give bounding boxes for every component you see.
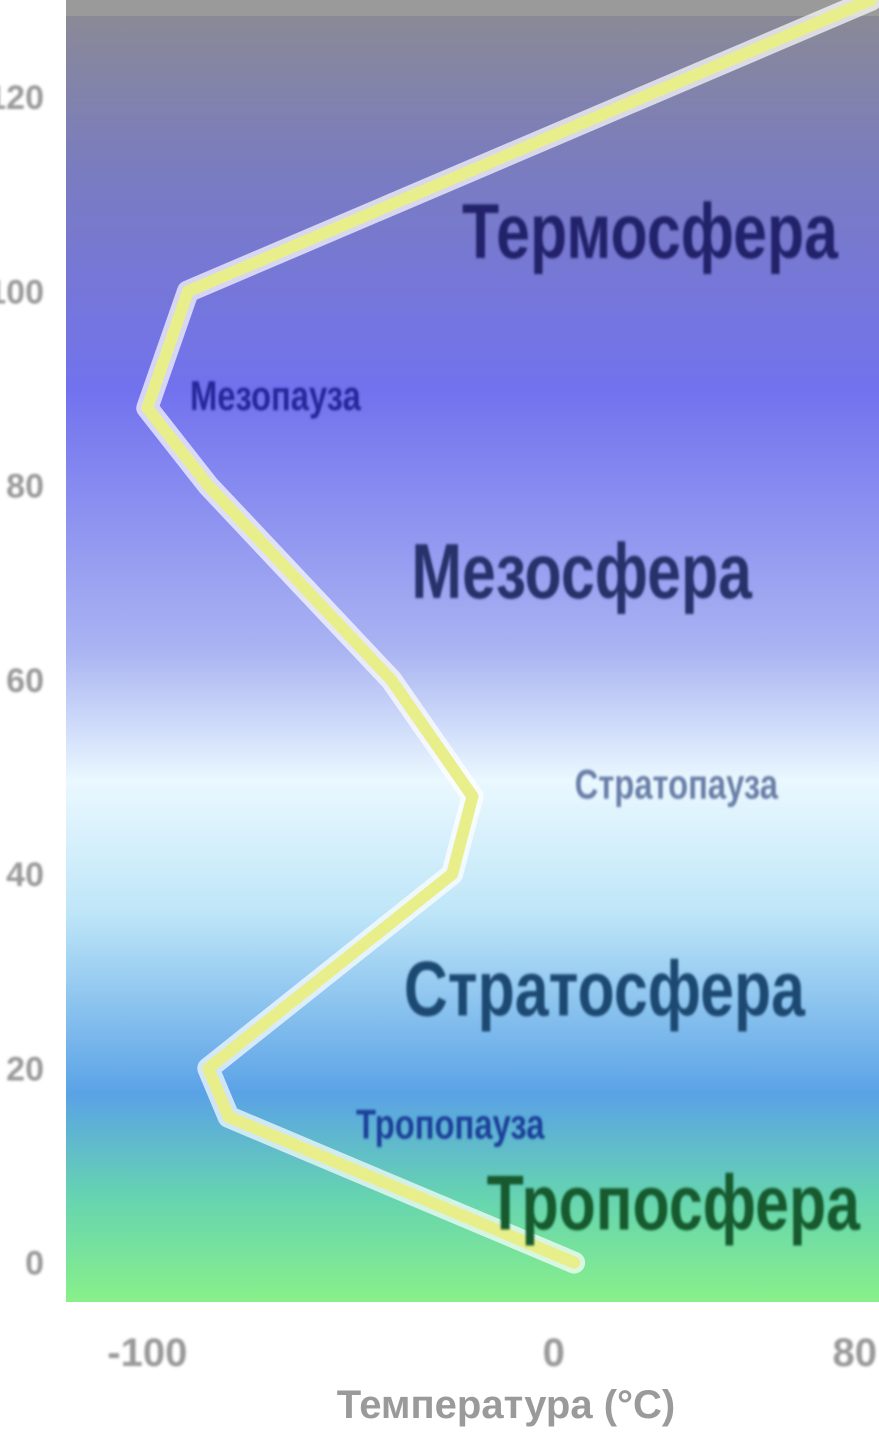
y-tick-label: 40	[6, 856, 44, 894]
plot-top-band	[66, 0, 879, 16]
x-axis-label: Температура (°C)	[337, 1383, 675, 1427]
plot-background	[66, 0, 879, 1302]
layer-label: Термосфера	[462, 188, 839, 275]
y-tick-label: 80	[6, 468, 44, 506]
x-axis-ticks: -100 0 80	[107, 1331, 877, 1375]
layer-label: Мезопауза	[190, 372, 362, 419]
layer-label: Мезосфера	[411, 528, 753, 615]
temperature-curve	[136, 0, 879, 1274]
x-tick-label: -100	[107, 1331, 187, 1375]
y-tick-label: 60	[6, 662, 44, 700]
y-axis-ticks: 0 20 40 60 80 100 120	[0, 79, 44, 1282]
y-tick-label: 120	[0, 79, 44, 117]
layer-label: Стратопауза	[575, 761, 779, 808]
layer-labels: Термосфера Мезопауза Мезосфера Стратопауза С…	[190, 188, 861, 1246]
y-tick-label: 100	[0, 273, 44, 311]
temperature-curve-line	[141, 0, 877, 1269]
y-tick-label: 0	[25, 1245, 44, 1283]
layer-label: Тропосфера	[487, 1159, 861, 1246]
x-tick-label: 0	[543, 1331, 565, 1375]
layer-label: Тропопауза	[356, 1101, 545, 1148]
layer-label: Стратосфера	[404, 945, 806, 1032]
x-tick-label: 80	[833, 1331, 878, 1375]
y-tick-label: 20	[6, 1050, 44, 1088]
